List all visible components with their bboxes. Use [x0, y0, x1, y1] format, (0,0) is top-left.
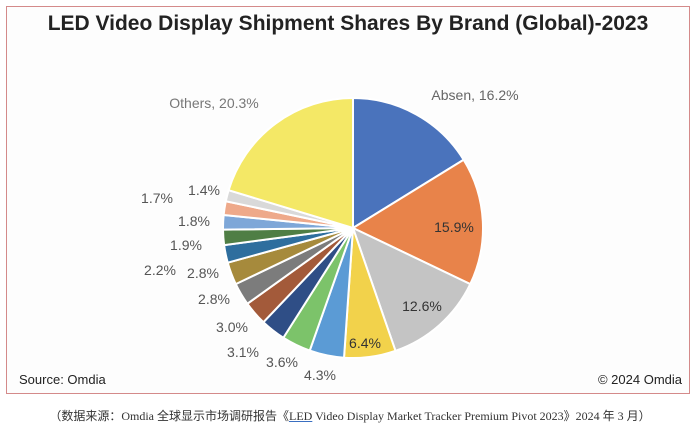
copyright-label: © 2024 Omdia — [597, 372, 682, 387]
pie-labels: Absen, 16.2% 15.9% 12.6% 6.4% 4.3% 3.6% 3.1% 3.… — [141, 87, 519, 383]
slice-label: 2.8% — [198, 291, 230, 307]
pie-slice — [227, 96, 354, 230]
slice-label: 1.9% — [170, 237, 202, 253]
caption-prefix: （数据来源：Omdia 全球显示市场调研报告《 — [49, 409, 289, 423]
slice-label: 6.4% — [349, 335, 381, 351]
slice-label: 1.8% — [178, 213, 210, 229]
pie-slices — [221, 96, 484, 360]
slice-label: 1.7% — [141, 190, 173, 206]
slice-label: 3.0% — [216, 319, 248, 335]
slice-label: Others, 20.3% — [169, 95, 259, 111]
pie-slice — [350, 158, 484, 286]
slice-label: 12.6% — [402, 298, 442, 314]
caption-link[interactable]: LED — [288, 409, 313, 423]
slice-label: Absen, 16.2% — [431, 87, 518, 103]
caption-middle: Video Display Market Tracker Premium Piv… — [312, 409, 651, 423]
slice-label: 3.1% — [227, 344, 259, 360]
slice-label: 3.6% — [266, 354, 298, 370]
slice-label: 15.9% — [434, 219, 474, 235]
slice-label: 4.3% — [304, 367, 336, 383]
chart-title: LED Video Display Shipment Shares By Bra… — [47, 12, 649, 35]
pie-slice — [351, 226, 472, 353]
pie-slice — [352, 96, 466, 230]
slice-label: 2.2% — [144, 262, 176, 278]
caption: （数据来源：Omdia 全球显示市场调研报告《LED Video Display… — [0, 407, 700, 424]
slice-label: 1.4% — [188, 182, 220, 198]
slice-label: 2.8% — [187, 265, 219, 281]
source-label: Source: Omdia — [19, 372, 106, 387]
